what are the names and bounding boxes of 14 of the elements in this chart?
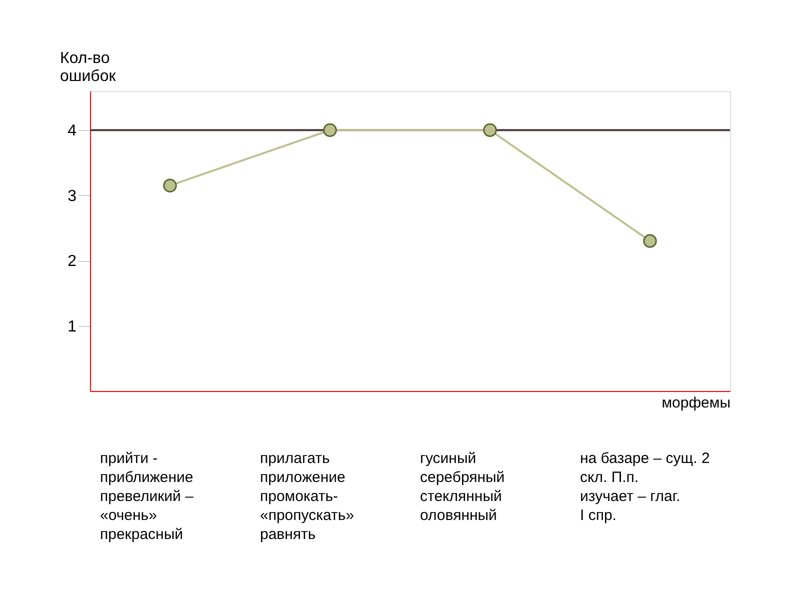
y-tick-label: 1 [68,318,77,336]
point [163,178,177,192]
point [323,123,337,137]
y-axis-title: Кол-во ошибок [60,50,117,85]
point [643,234,657,248]
text: на базаре – сущ. 2 скл. П.п. изучает – глаг. I спр. [580,450,710,524]
text: прийти - приближение превеликий – «очень» прекрасный [100,450,194,543]
text: прилагать приложение промокать- «пропускать» равнять [260,450,354,543]
x-axis-title: морфемы [662,394,730,412]
y-tick-label: 3 [68,188,77,205]
y-tick-label: 2 [68,253,77,270]
text: гусиный серебряный стеклянный оловянный [420,450,505,524]
point [483,123,497,137]
y-tick-label: 4 [68,122,77,140]
